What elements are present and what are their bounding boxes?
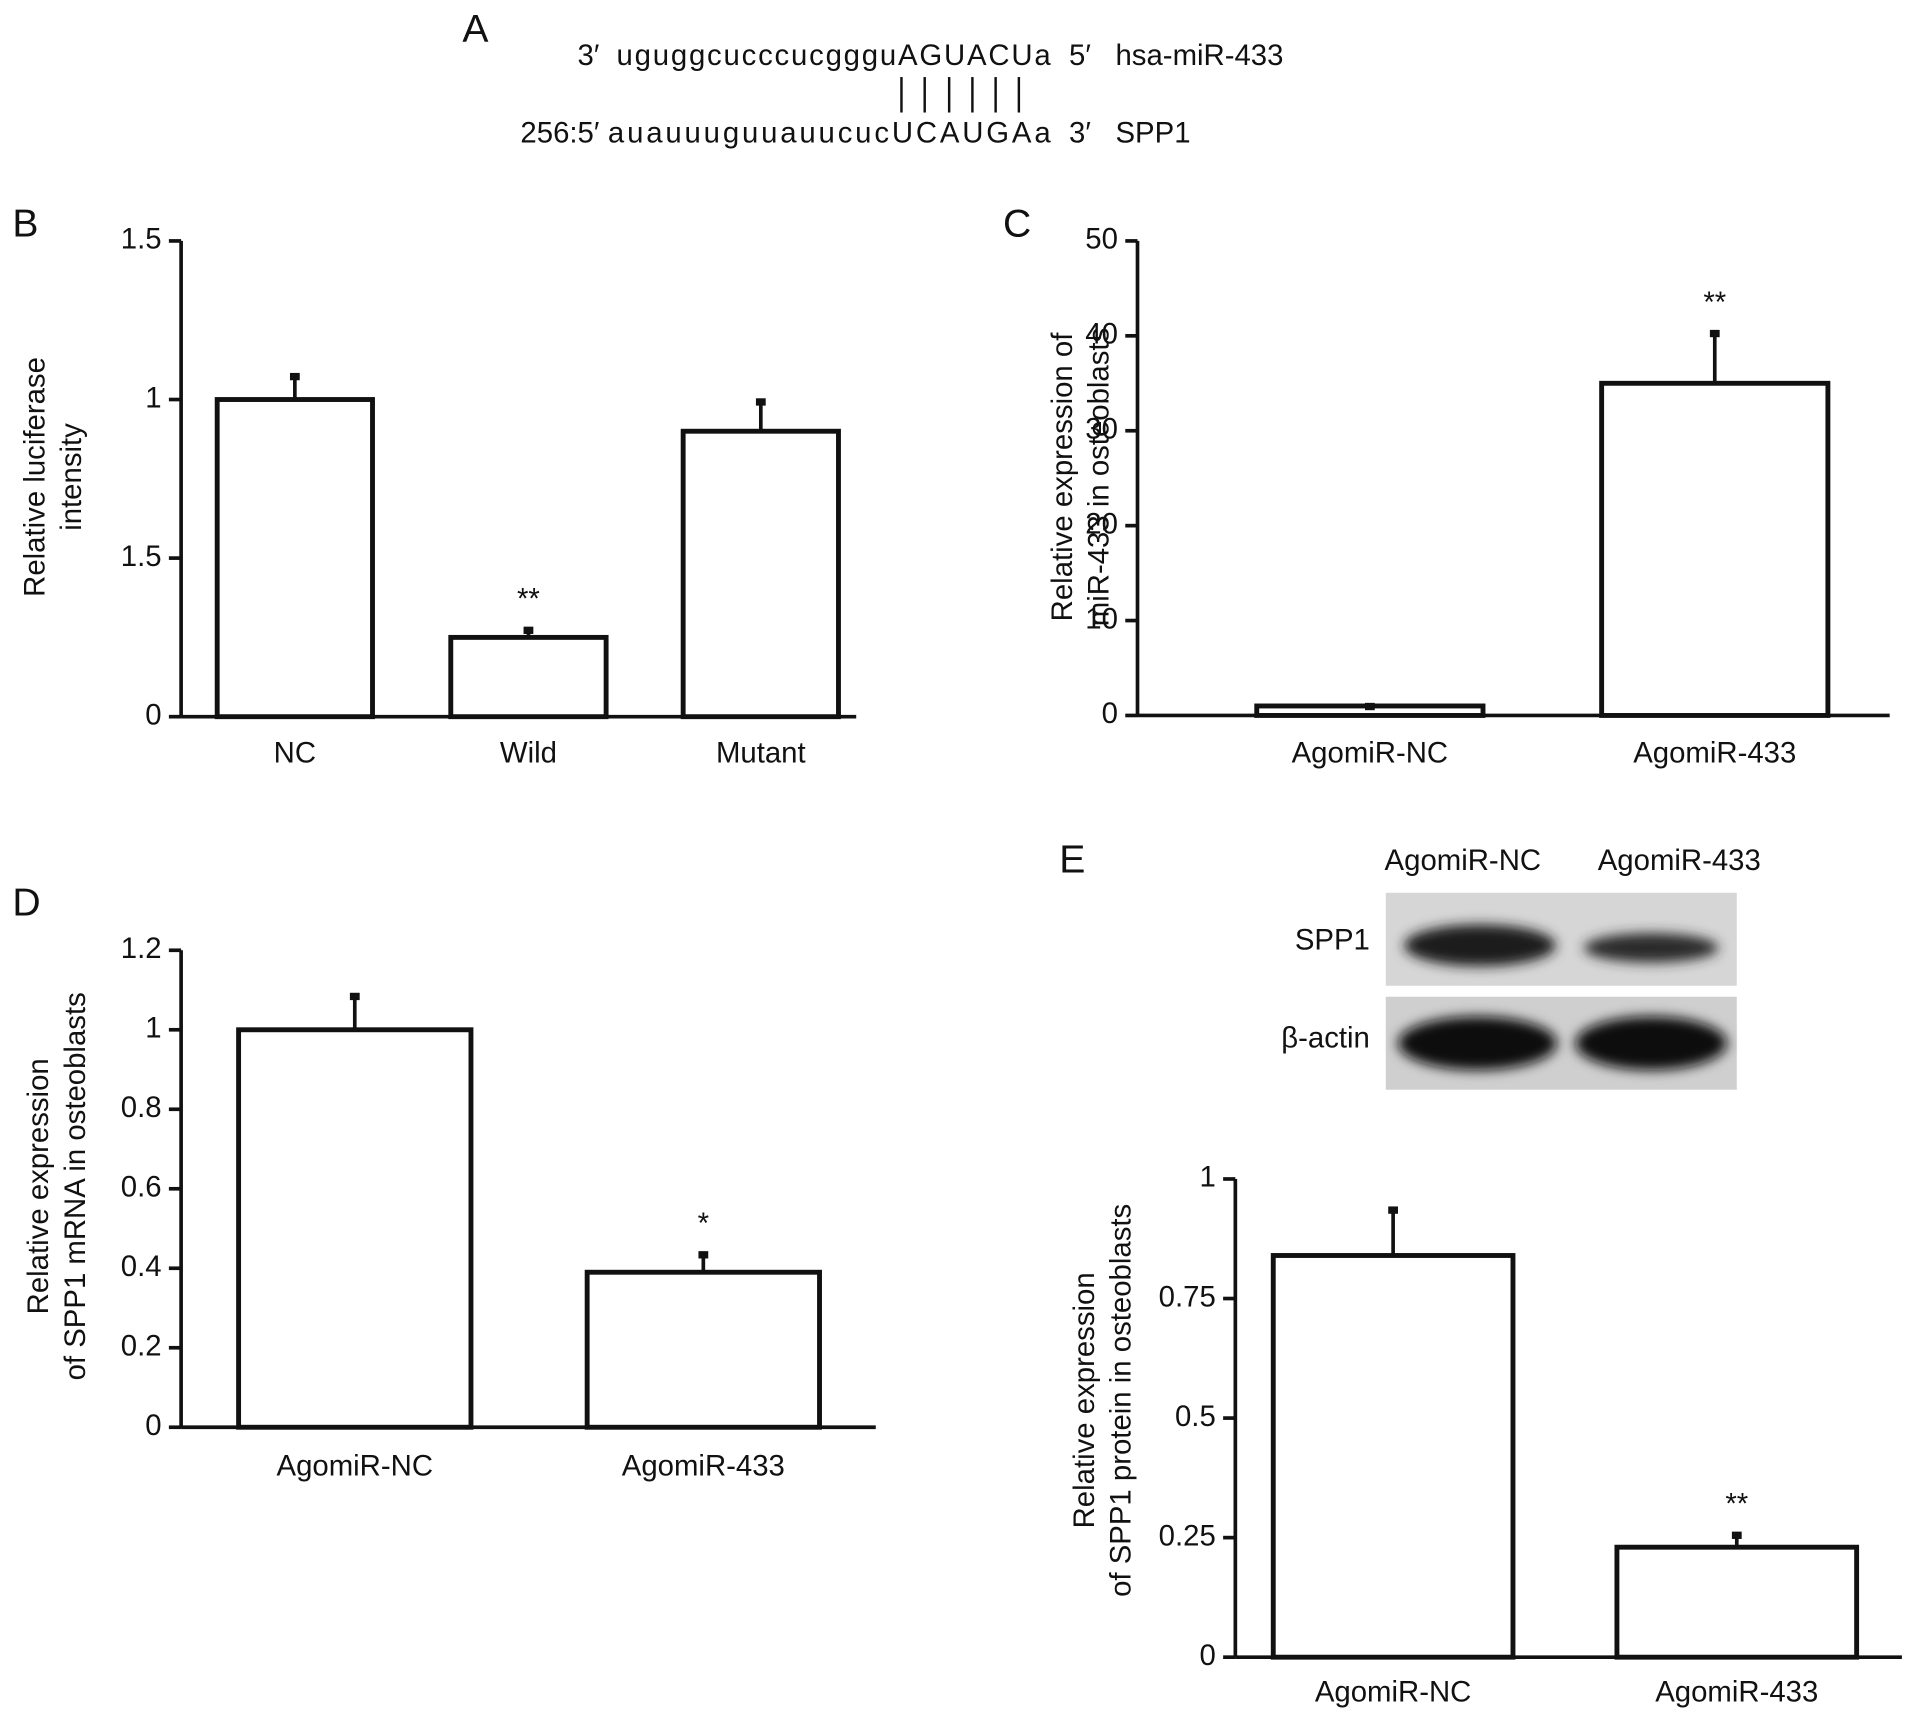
y-tick-label: 0.25: [1159, 1519, 1216, 1552]
y-tick-label: 50: [1085, 223, 1118, 256]
y-axis-label: Relative luciferase: [19, 357, 52, 597]
panel-letter: C: [1003, 203, 1031, 246]
significance: **: [1703, 286, 1726, 319]
x-tick-label: Wild: [500, 736, 557, 769]
y-tick-label: 1: [1199, 1161, 1215, 1194]
y-tick-label: 10: [1085, 602, 1118, 635]
y-tick-label: 1: [145, 381, 161, 414]
y-tick-label: 40: [1085, 318, 1118, 351]
y-tick-label: 30: [1085, 412, 1118, 445]
x-tick-label: AgomiR-433: [1633, 736, 1796, 769]
y-tick-label: 0.8: [121, 1091, 162, 1124]
y-axis-label: of SPP1 protein in osteoblasts: [1105, 1204, 1138, 1597]
y-tick-label: 1.2: [121, 932, 162, 965]
western-blot: AgomiR-NC AgomiR-433 SPP1 β-actin: [1281, 844, 1761, 1090]
chart: C 0 10 20 30 40 50 Relative expression of miR-43…: [1003, 203, 1890, 769]
panel-letter: E: [1059, 839, 1085, 882]
x-tick-label: AgomiR-NC: [277, 1449, 434, 1482]
y-tick-label: 0.2: [121, 1330, 162, 1363]
y-tick-label: 0.5: [1175, 1400, 1216, 1433]
chart: B 0 1.5 1 1.5 Relative luciferase intensity NC *…: [12, 203, 857, 769]
y-tick-label: 0: [1102, 697, 1118, 730]
y-axis-label: miR-433 in osteoblasts: [1083, 328, 1116, 626]
y-tick-label: 0.4: [121, 1250, 162, 1283]
bar: [448, 634, 609, 720]
base-pairs: [900, 77, 1021, 113]
y-tick-label: 1.5: [121, 540, 162, 573]
y-axis-label: Relative expression of: [1046, 332, 1079, 622]
blot-band: [1398, 1016, 1557, 1071]
significance: **: [1725, 1488, 1748, 1521]
y-tick-label: 1: [145, 1012, 161, 1045]
y-tick-label: 1.5: [121, 223, 162, 256]
mirna-name: hsa-miR-433: [1115, 39, 1283, 72]
y-axis-label: intensity: [55, 423, 88, 531]
x-tick-label: AgomiR-NC: [1292, 736, 1449, 769]
significance: **: [517, 583, 540, 616]
mirna-end: 3′: [578, 39, 600, 72]
y-tick-label: 0.6: [121, 1171, 162, 1204]
blot-band: [1583, 933, 1719, 963]
target-sequence: auauuuguuauucucUCAUGAa: [608, 116, 1051, 149]
panel-a: A 3′ uguggcucccucggguAGUACUa 5′ hsa-miR-…: [462, 8, 1283, 149]
bar: [584, 1269, 822, 1430]
y-tick-label: 0.75: [1159, 1280, 1216, 1313]
bar: [214, 397, 375, 720]
y-tick-label: 0: [145, 1409, 161, 1442]
bar: [1614, 1544, 1860, 1660]
blot-column: AgomiR-433: [1598, 844, 1761, 877]
blot-row: β-actin: [1281, 1021, 1370, 1054]
bar: [236, 1027, 474, 1430]
chart: E 0 0.25 0.5 0.75 1 Relative expression of SPP1…: [1059, 839, 1902, 1709]
y-axis-label: Relative expression: [22, 1058, 55, 1314]
target-name: SPP1: [1115, 116, 1190, 149]
y-axis-label: Relative expression: [1068, 1272, 1101, 1528]
panel-letter: B: [12, 203, 38, 246]
panel-letter: A: [462, 8, 489, 51]
bar: [1270, 1253, 1516, 1660]
y-tick-label: 20: [1085, 507, 1118, 540]
target-end: 256:5′: [520, 116, 599, 149]
bar: [1599, 380, 1831, 718]
blot-band: [1404, 924, 1556, 967]
blot-row: SPP1: [1295, 923, 1370, 956]
target-end: 3′: [1069, 116, 1091, 149]
blot-column: AgomiR-NC: [1385, 844, 1542, 877]
significance: *: [698, 1207, 709, 1240]
y-tick-label: 0: [145, 698, 161, 731]
x-tick-label: NC: [274, 736, 316, 769]
panel-letter: D: [12, 881, 40, 924]
y-axis-label: of SPP1 mRNA in osteoblasts: [59, 992, 92, 1380]
chart: D 0 0.2 0.4 0.6 0.8 1 1.2 Relative expression of …: [12, 881, 876, 1482]
mirna-end: 5′: [1069, 39, 1091, 72]
bar: [680, 428, 841, 720]
x-tick-label: AgomiR-NC: [1315, 1676, 1472, 1709]
blot-band: [1575, 1016, 1727, 1071]
mirna-sequence: uguggcucccucggguAGUACUa: [617, 39, 1052, 72]
y-tick-label: 0: [1199, 1639, 1215, 1672]
x-tick-label: Mutant: [716, 736, 806, 769]
x-tick-label: AgomiR-433: [622, 1449, 785, 1482]
x-tick-label: AgomiR-433: [1655, 1676, 1818, 1709]
